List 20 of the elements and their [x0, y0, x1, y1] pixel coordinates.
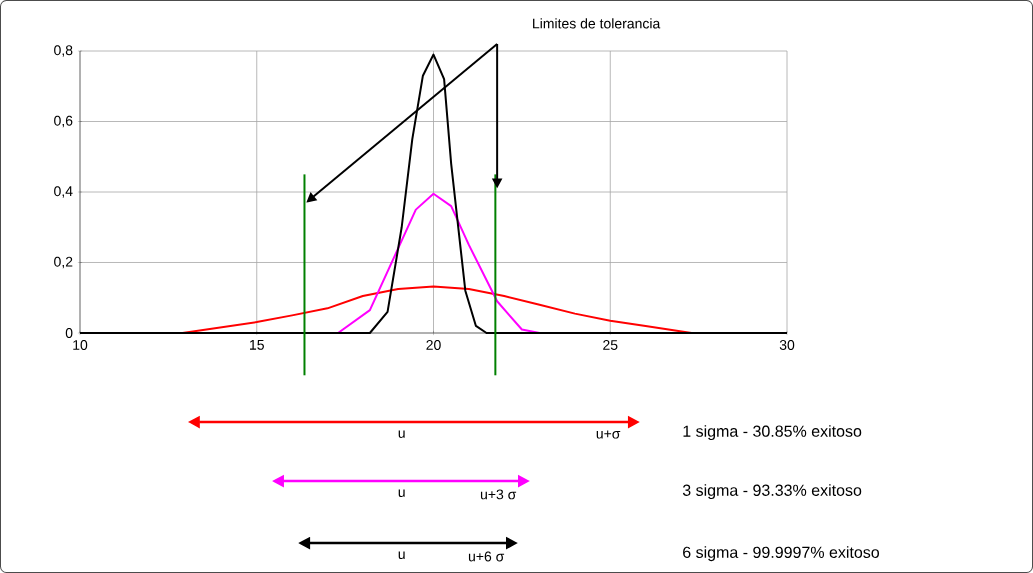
- y-tick-label: 0: [65, 328, 73, 338]
- text: 1 sigma - 30.85% exitoso: [683, 425, 862, 441]
- x-tick-label: 15: [250, 340, 264, 350]
- y-tick-label: 0,2: [54, 256, 73, 269]
- text: u: [398, 489, 405, 497]
- y-tick-label: 0,8: [54, 45, 73, 57]
- text: u: [398, 551, 405, 560]
- text: u+3 σ: [480, 489, 517, 500]
- y-tick-label: 0,6: [54, 115, 73, 128]
- x-tick-label: 10: [73, 339, 88, 350]
- text: Limites de tolerancia: [533, 18, 661, 29]
- text: u: [398, 430, 405, 438]
- x-tick-label: 30: [779, 339, 795, 350]
- x-tick-label: 20: [426, 339, 441, 350]
- y-tick-label: 0,4: [54, 186, 73, 198]
- text: 6 sigma - 99.9997% exitoso: [683, 546, 880, 562]
- text: 3 sigma - 93.33% exitoso: [682, 484, 862, 500]
- text: u+σ: [596, 430, 621, 439]
- x-tick-label: 25: [603, 339, 618, 350]
- text: u+6 σ: [468, 551, 505, 562]
